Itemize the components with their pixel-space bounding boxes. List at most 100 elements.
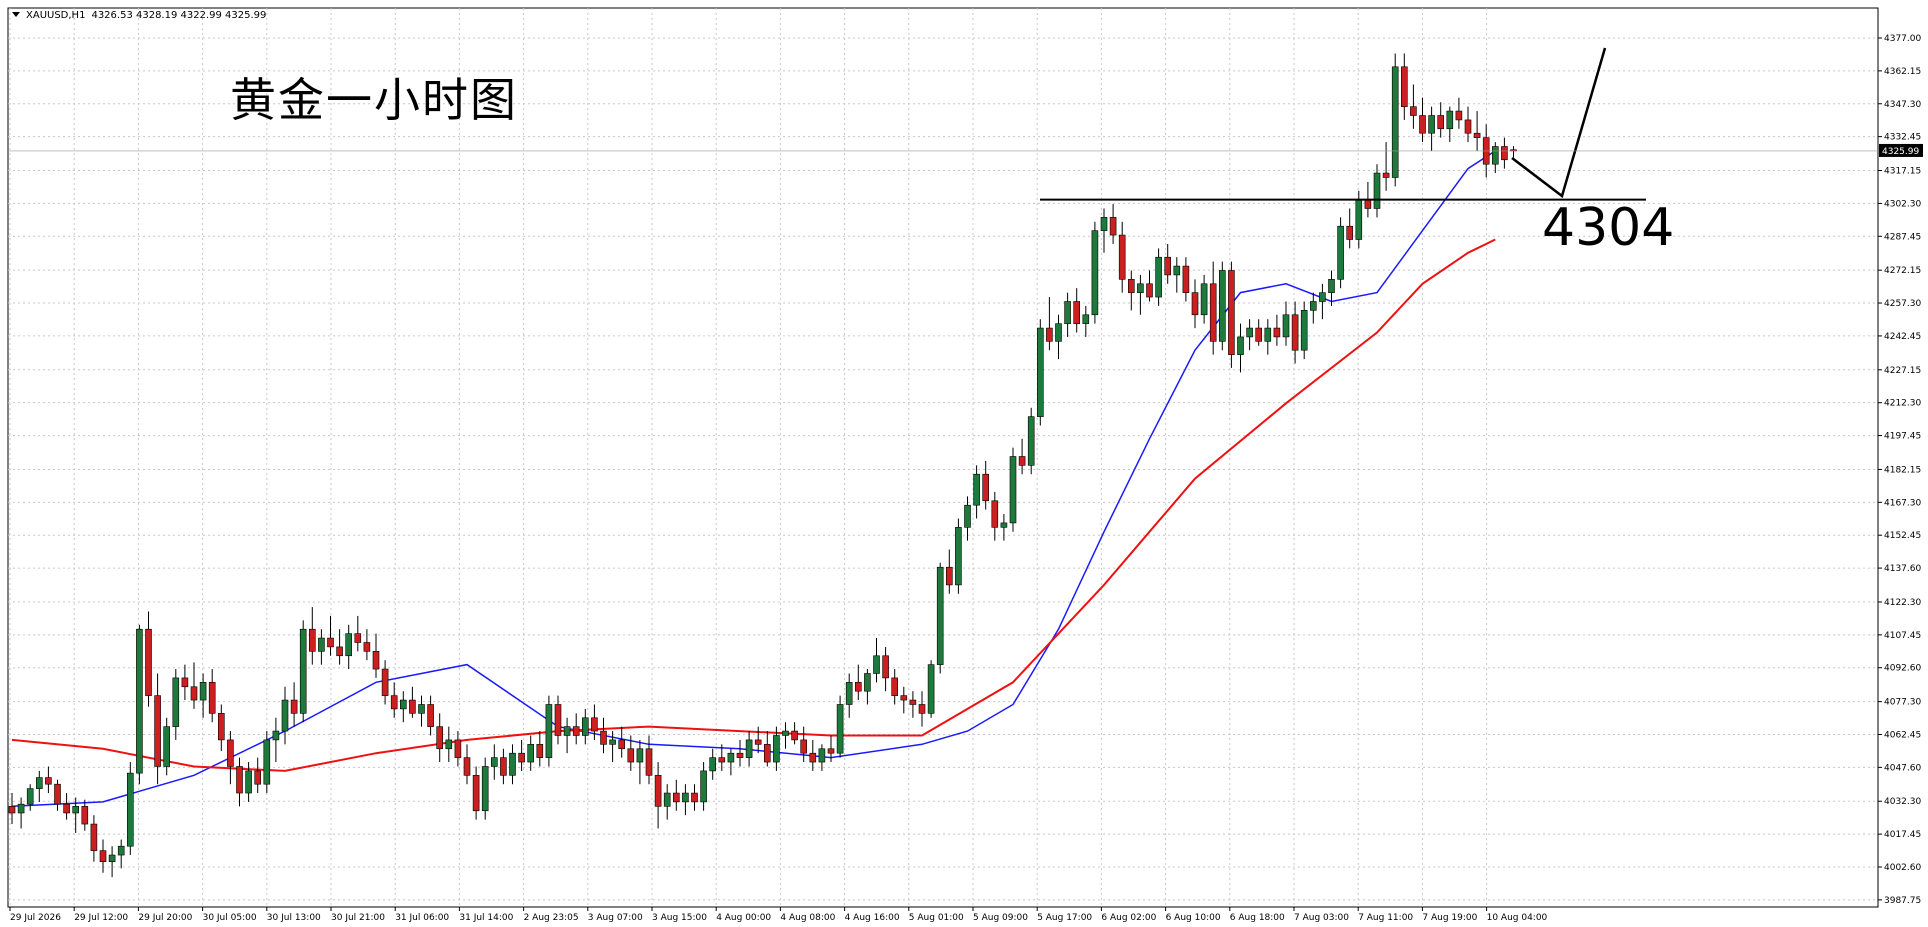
grid [7, 7, 1879, 908]
candle-body [636, 748, 644, 763]
y-tick-label: 4137.60 [1884, 564, 1921, 574]
y-tick-label: 4242.45 [1884, 332, 1921, 342]
y-tick-label: 4212.30 [1884, 399, 1921, 409]
candle-body [1082, 314, 1090, 324]
candle-body [763, 744, 771, 763]
y-tick-label: 3987.75 [1884, 896, 1921, 906]
candle-body [1027, 416, 1035, 466]
candle-body [26, 788, 34, 805]
x-tick-label: 6 Aug 10:00 [1166, 913, 1221, 923]
candle-body [390, 695, 398, 710]
y-tick-label: 4317.15 [1884, 167, 1921, 177]
candle-body [399, 699, 407, 710]
candle-body [818, 748, 826, 763]
candle-body [1264, 327, 1272, 342]
candle-body [1155, 256, 1162, 298]
candle-body [299, 628, 307, 714]
candle-body [1228, 270, 1235, 355]
candle-body [490, 757, 498, 767]
candle-body [1146, 283, 1153, 298]
candle-body [454, 739, 462, 758]
candle-body [864, 673, 871, 692]
candle-body [181, 677, 189, 688]
candle-body [272, 730, 280, 741]
candle-body [1473, 132, 1481, 138]
y-tick-label: 4077.30 [1884, 698, 1921, 708]
candle-body [1446, 110, 1454, 130]
candle-body [918, 704, 926, 714]
symbol-label: XAUUSD,H1 [26, 10, 86, 21]
candle-body [245, 770, 252, 794]
candle-body [481, 766, 489, 812]
candle-body [290, 699, 298, 714]
x-tick-label: 29 Jul 20:00 [138, 913, 192, 923]
candle-body [700, 770, 707, 803]
candle-body [691, 792, 698, 803]
ma-fast-line [11, 150, 1496, 808]
candle-body [509, 752, 516, 776]
candle-body [663, 792, 671, 807]
drawn-annotations: 4325.99 [8, 47, 1923, 201]
candle-body [63, 803, 70, 814]
current-price-tag [1879, 143, 1923, 157]
candle-body [581, 717, 589, 736]
candle-body [281, 699, 289, 732]
y-tick-label: 4227.15 [1884, 366, 1921, 376]
plot-area [7, 7, 1879, 908]
x-tick-label: 5 Aug 01:00 [909, 913, 964, 923]
y-tick-label: 4287.45 [1884, 232, 1921, 242]
candle-body [518, 752, 525, 763]
candle-body [445, 739, 453, 750]
x-tick-label: 29 Jul 12:00 [74, 913, 128, 923]
candle-body [1137, 283, 1144, 293]
candle-body [263, 739, 271, 785]
candle-body [900, 695, 908, 701]
x-tick-label: 5 Aug 17:00 [1037, 913, 1092, 923]
y-tick-label: 4362.15 [1884, 67, 1921, 77]
y-tick-label: 4062.45 [1884, 730, 1921, 740]
candle-body [991, 500, 999, 528]
candle-body [172, 677, 180, 727]
candle-body [72, 806, 79, 814]
candle-body [1073, 301, 1080, 324]
candle-body [236, 766, 243, 794]
candle-body [227, 739, 234, 767]
candle-body [1219, 270, 1226, 342]
candle-body [672, 792, 680, 803]
candle-body [1364, 199, 1372, 209]
candle-body [1428, 115, 1435, 134]
candle-body [945, 566, 953, 586]
candle-body [117, 845, 125, 856]
candle-body [627, 748, 635, 763]
support-level-label: 4304 [1542, 198, 1675, 258]
y-tick-label: 4347.30 [1884, 100, 1921, 110]
y-tick-label: 4197.45 [1884, 432, 1921, 442]
x-tick-label: 4 Aug 16:00 [845, 913, 900, 923]
candle-body [727, 752, 735, 763]
candle-body [1091, 230, 1099, 316]
x-tick-label: 3 Aug 07:00 [588, 913, 643, 923]
axes: 4377.00 4362.15 4347.30 4332.45 4317.15 4302.… [9, 34, 1921, 923]
candle-body [81, 806, 89, 825]
x-tick-label: 5 Aug 09:00 [973, 913, 1028, 923]
candle-body [1237, 336, 1244, 355]
candle-body [90, 823, 98, 851]
x-tick-label: 7 Aug 11:00 [1358, 913, 1413, 923]
candle-body [163, 726, 170, 767]
candle-body [1319, 292, 1326, 302]
candle-body [709, 757, 717, 772]
candle-body [554, 704, 562, 736]
y-tick-label: 4302.30 [1884, 199, 1921, 209]
candle-body [609, 739, 616, 745]
collapse-arrow-icon[interactable] [12, 12, 20, 17]
candle-body [154, 695, 161, 767]
candle-body [545, 704, 553, 758]
candle-body [1164, 256, 1171, 276]
candle-body [1182, 265, 1190, 293]
candle-body [591, 717, 598, 732]
y-tick-label: 4167.30 [1884, 498, 1921, 508]
candle-body [1100, 217, 1108, 231]
candle-body [618, 739, 626, 750]
y-tick-label: 4152.45 [1884, 531, 1921, 541]
